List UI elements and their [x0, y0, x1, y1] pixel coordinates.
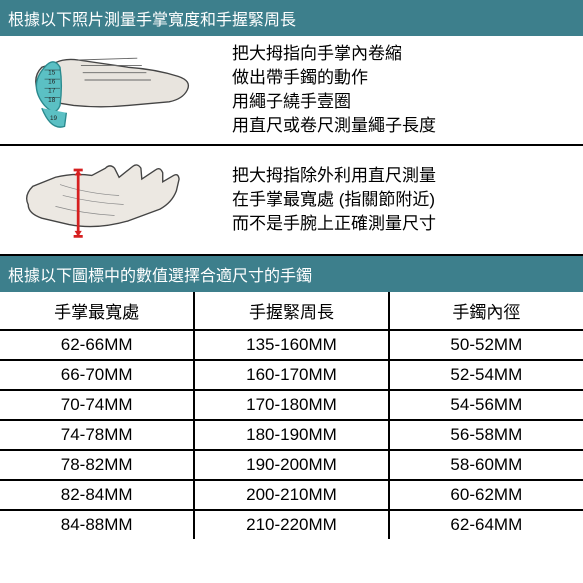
size-table: 手掌最寬處 手握緊周長 手鐲內徑 62-66MM135-160MM50-52MM…	[0, 292, 583, 539]
cell: 180-190MM	[194, 420, 388, 450]
cell: 62-66MM	[0, 330, 194, 360]
cell: 62-64MM	[389, 510, 583, 539]
size-table-body: 62-66MM135-160MM50-52MM 66-70MM160-170MM…	[0, 330, 583, 539]
cell: 66-70MM	[0, 360, 194, 390]
svg-text:16: 16	[48, 79, 56, 86]
cell: 50-52MM	[389, 330, 583, 360]
table-row: 82-84MM200-210MM60-62MM	[0, 480, 583, 510]
svg-text:19: 19	[50, 115, 58, 122]
table-header-palm-width: 手掌最寬處	[0, 292, 194, 330]
svg-text:15: 15	[48, 70, 56, 77]
instruction-text-2: 把大拇指除外利用直尺測量 在手掌最寬處 (指關節附近) 而不是手腕上正確測量尺寸	[220, 146, 583, 254]
table-header-grip-circumference: 手握緊周長	[194, 292, 388, 330]
instruction-row-2: 把大拇指除外利用直尺測量 在手掌最寬處 (指關節附近) 而不是手腕上正確測量尺寸	[0, 146, 583, 256]
cell: 135-160MM	[194, 330, 388, 360]
cell: 74-78MM	[0, 420, 194, 450]
cell: 82-84MM	[0, 480, 194, 510]
svg-text:18: 18	[48, 97, 56, 104]
section-header-2: 根據以下圖標中的數值選擇合適尺寸的手鐲	[0, 256, 583, 292]
cell: 56-58MM	[389, 420, 583, 450]
instruction-line: 而不是手腕上正確測量尺寸	[232, 212, 571, 236]
instruction-line: 在手掌最寬處 (指關節附近)	[232, 188, 571, 212]
svg-text:17: 17	[48, 88, 56, 95]
section-header-1: 根據以下照片測量手掌寬度和手握緊周長	[0, 0, 583, 36]
cell: 52-54MM	[389, 360, 583, 390]
instruction-row-1: 15 16 17 18 19 把大拇指向手掌內卷縮 做出帶手鐲的動作 用繩子繞手…	[0, 36, 583, 146]
cell: 60-62MM	[389, 480, 583, 510]
instruction-text-1: 把大拇指向手掌內卷縮 做出帶手鐲的動作 用繩子繞手壹圈 用直尺或卷尺測量繩子長度	[220, 36, 583, 144]
table-row: 70-74MM170-180MM54-56MM	[0, 390, 583, 420]
instruction-line: 用直尺或卷尺測量繩子長度	[232, 114, 571, 138]
cell: 210-220MM	[194, 510, 388, 539]
cell: 84-88MM	[0, 510, 194, 539]
table-header-bracelet-diameter: 手鐲內徑	[389, 292, 583, 330]
instruction-line: 用繩子繞手壹圈	[232, 90, 571, 114]
cell: 54-56MM	[389, 390, 583, 420]
cell: 170-180MM	[194, 390, 388, 420]
cell: 160-170MM	[194, 360, 388, 390]
hand-circumference-image: 15 16 17 18 19	[0, 36, 220, 144]
table-row: 78-82MM190-200MM58-60MM	[0, 450, 583, 480]
instruction-line: 做出帶手鐲的動作	[232, 66, 571, 90]
cell: 78-82MM	[0, 450, 194, 480]
table-row: 74-78MM180-190MM56-58MM	[0, 420, 583, 450]
cell: 58-60MM	[389, 450, 583, 480]
table-row: 66-70MM160-170MM52-54MM	[0, 360, 583, 390]
cell: 200-210MM	[194, 480, 388, 510]
hand-width-image	[0, 146, 220, 254]
instruction-line: 把大拇指除外利用直尺測量	[232, 164, 571, 188]
cell: 70-74MM	[0, 390, 194, 420]
instruction-line: 把大拇指向手掌內卷縮	[232, 42, 571, 66]
table-row: 62-66MM135-160MM50-52MM	[0, 330, 583, 360]
cell: 190-200MM	[194, 450, 388, 480]
table-row: 84-88MM210-220MM62-64MM	[0, 510, 583, 539]
